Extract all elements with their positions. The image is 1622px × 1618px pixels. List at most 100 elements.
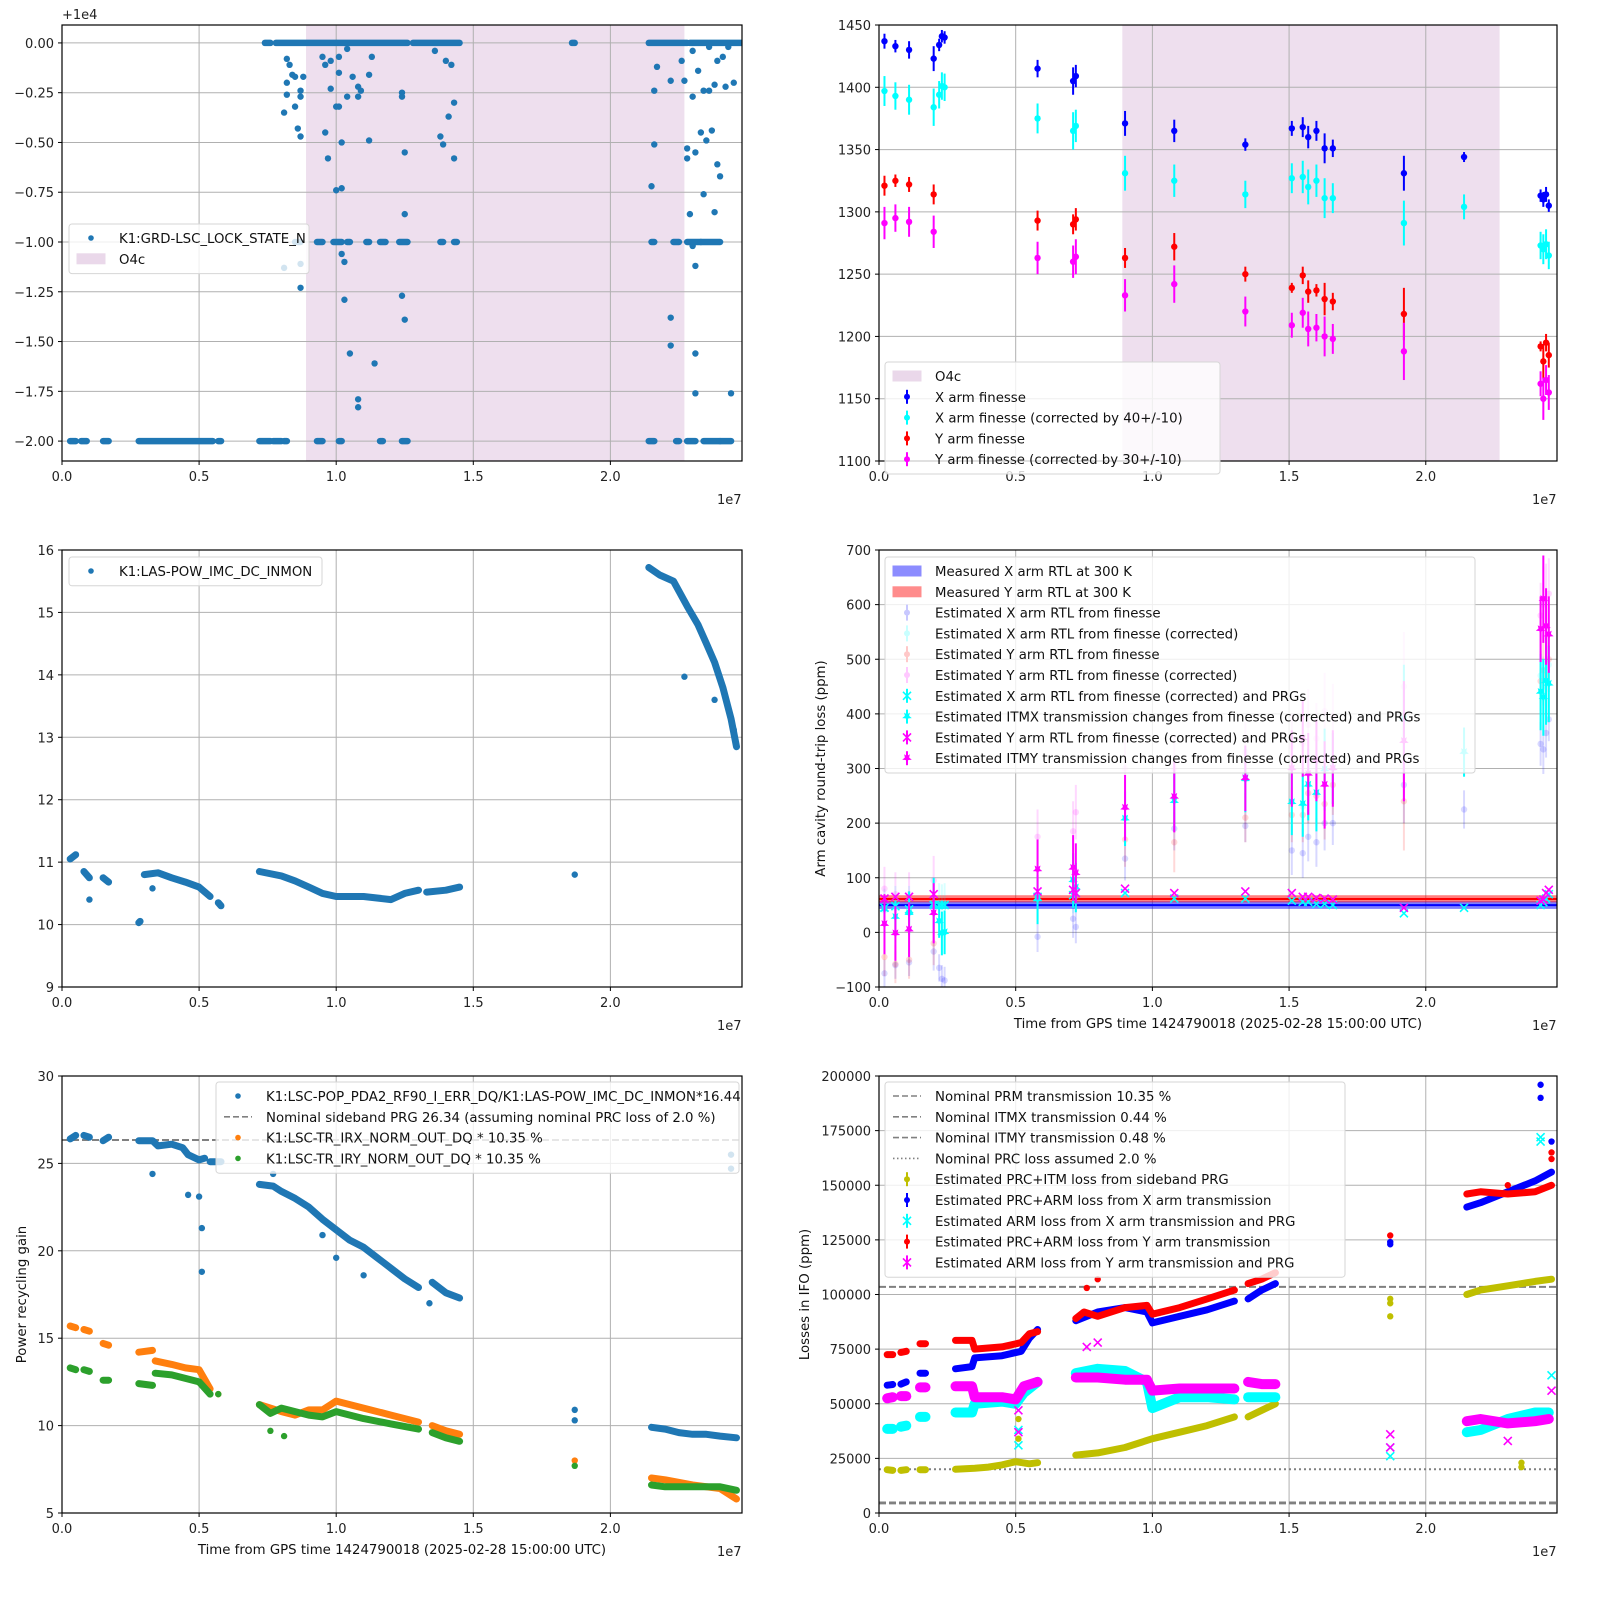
series — [882, 1338, 1557, 1453]
data-point — [705, 87, 713, 94]
data-point — [905, 959, 913, 966]
legend-label: Y arm finesse — [934, 432, 1025, 447]
y-axis-label: Arm cavity round-trip loss (ppm) — [814, 660, 829, 876]
data-point — [714, 57, 721, 65]
legend-marker — [902, 1216, 912, 1226]
axes-frame — [61, 549, 743, 988]
data-point — [1329, 194, 1337, 202]
data-point — [215, 1390, 222, 1398]
data-point — [1545, 252, 1552, 259]
data-point — [335, 103, 343, 110]
data-point — [1082, 1342, 1092, 1352]
legend-item: Estimated PRC+ARM loss from X arm transm… — [904, 1193, 1271, 1209]
data-point — [722, 83, 729, 90]
y-tick-label: 20 — [37, 1245, 54, 1260]
x-offset-label: 1e7 — [717, 1545, 742, 1560]
data-point — [571, 871, 578, 878]
data-point — [1299, 849, 1306, 857]
data-point — [1069, 127, 1077, 135]
y-axis-label: Losses in IFO (ppm) — [798, 1229, 813, 1360]
y-tick-label: 50000 — [830, 1398, 871, 1413]
data-point — [1242, 270, 1249, 278]
data-point — [184, 1191, 192, 1199]
data-point — [1329, 298, 1337, 305]
data-point — [297, 87, 304, 94]
data-point — [1072, 253, 1080, 260]
data-point — [1299, 272, 1306, 279]
data-point — [1385, 1442, 1395, 1453]
data-run — [255, 1180, 422, 1291]
y-tick-label: 25000 — [830, 1452, 871, 1467]
legend-box — [884, 1081, 1346, 1278]
data-point — [297, 93, 304, 100]
data-point — [1303, 892, 1313, 902]
data-point — [439, 141, 447, 148]
data-run — [882, 1392, 898, 1404]
legend-marker — [904, 1238, 910, 1245]
data-point — [343, 93, 351, 100]
legend-marker — [902, 1257, 912, 1267]
data-point — [1542, 376, 1550, 384]
plot-area — [62, 25, 742, 461]
y-axis-label: Power recycling gain — [15, 1226, 30, 1363]
data-run — [1072, 1286, 1238, 1322]
data-point — [681, 673, 688, 680]
data-point — [1321, 145, 1328, 152]
legend-box — [884, 361, 1221, 475]
data-point — [448, 61, 455, 69]
data-point — [571, 1457, 578, 1464]
y-tick-label: −0.75 — [14, 186, 54, 201]
data-point — [667, 342, 674, 349]
legend-label: Estimated X arm RTL from finesse (correc… — [935, 627, 1238, 642]
legend-item: K1:LSC-TR_IRX_NORM_OUT_DQ * 10.35 % — [235, 1132, 543, 1147]
y-tick-label: 1300 — [838, 206, 871, 221]
data-point — [1034, 833, 1041, 840]
series — [66, 1322, 740, 1503]
data-point — [357, 87, 365, 94]
data-point — [1242, 308, 1249, 315]
data-point — [1546, 1386, 1557, 1396]
legend-box — [215, 1081, 740, 1174]
data-point — [1093, 1338, 1103, 1348]
data-point — [1548, 1149, 1555, 1156]
data-point — [1034, 115, 1041, 122]
data-point — [1034, 65, 1041, 72]
data-point — [1328, 895, 1338, 905]
data-point — [1013, 1427, 1023, 1437]
data-point — [1072, 122, 1080, 130]
data-point — [371, 360, 378, 367]
data-run — [1243, 1376, 1281, 1390]
y-tick-label: −1.00 — [14, 236, 54, 251]
x-tick-label: 1.0 — [1142, 996, 1163, 1011]
y-tick-label: 13 — [37, 731, 54, 746]
data-point — [1013, 1405, 1023, 1415]
y-tick-label: 0 — [863, 926, 871, 941]
data-point — [890, 892, 900, 902]
data-point — [928, 909, 939, 919]
data-point — [354, 93, 362, 100]
series — [66, 564, 740, 927]
legend-box — [884, 556, 1476, 774]
data-point — [1032, 865, 1043, 875]
legend-swatch — [892, 586, 922, 598]
data-point — [892, 214, 899, 222]
data-point — [1288, 847, 1296, 854]
data-point — [1069, 915, 1077, 922]
data-point — [683, 145, 691, 152]
data-point — [1072, 809, 1080, 816]
legend-label: Estimated ITMX transmission changes from… — [935, 711, 1421, 726]
data-point — [1535, 688, 1546, 697]
data-point — [1069, 258, 1077, 265]
data-point — [338, 139, 345, 146]
data-point — [1313, 324, 1320, 331]
data-point — [341, 258, 348, 266]
data-run — [66, 851, 80, 863]
data-point — [939, 928, 950, 938]
data-point — [401, 316, 408, 323]
data-point — [341, 296, 348, 303]
data-run — [80, 1326, 93, 1335]
y-tick-label: 15 — [37, 606, 54, 621]
data-point — [283, 55, 291, 63]
data-point — [1171, 177, 1178, 184]
x-tick-label: 1.5 — [1279, 470, 1300, 485]
